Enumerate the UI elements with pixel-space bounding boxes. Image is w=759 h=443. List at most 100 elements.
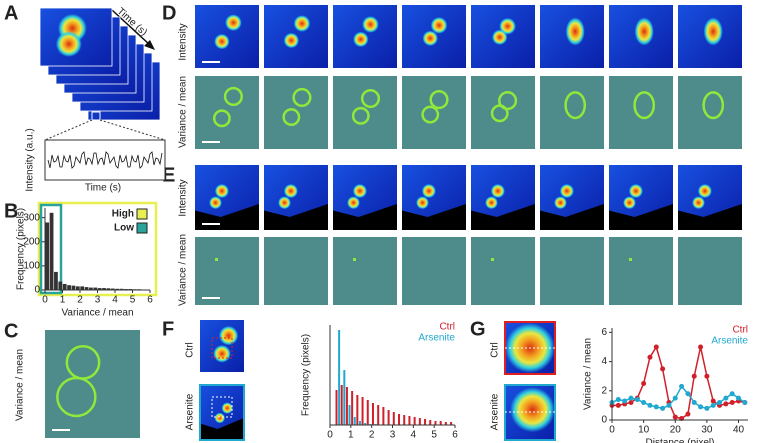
bar xyxy=(377,405,380,425)
x-tick-label: 0 xyxy=(327,430,333,441)
d-row2: Variance / mean xyxy=(178,76,189,148)
image-dark xyxy=(609,204,673,230)
bar xyxy=(58,281,63,290)
legend-label: High xyxy=(112,209,134,220)
bar xyxy=(439,421,442,425)
bar xyxy=(119,288,124,290)
bar xyxy=(75,286,80,290)
bar xyxy=(351,391,354,425)
bar xyxy=(450,422,453,425)
legend-label: Ctrl xyxy=(732,325,748,336)
point xyxy=(672,395,678,401)
blob xyxy=(697,183,712,199)
ring xyxy=(498,91,518,111)
bar xyxy=(356,395,359,425)
bar xyxy=(335,390,338,425)
point xyxy=(691,399,697,405)
point xyxy=(723,401,729,407)
g-image2: Arsenite xyxy=(490,393,501,430)
y-tick-label: 0 xyxy=(34,285,40,296)
bar xyxy=(71,285,76,290)
variance-bg xyxy=(402,76,466,149)
x-tick-label: 10 xyxy=(638,425,650,436)
bar xyxy=(403,415,406,425)
blob xyxy=(634,17,654,46)
ring xyxy=(223,86,243,107)
blob xyxy=(422,30,438,46)
blob xyxy=(362,16,379,33)
low-frame xyxy=(39,203,63,295)
blob xyxy=(628,183,643,199)
bar xyxy=(444,422,447,425)
bar xyxy=(371,403,374,425)
blob xyxy=(214,183,229,199)
point xyxy=(641,399,647,405)
y-tick-label: 300 xyxy=(23,212,40,223)
point xyxy=(704,405,710,411)
bar xyxy=(340,385,343,425)
variance-bg xyxy=(678,237,742,305)
ring xyxy=(564,91,587,120)
blob xyxy=(218,325,239,346)
panel-label: D xyxy=(162,2,176,24)
bar xyxy=(93,287,98,290)
bar xyxy=(364,423,367,425)
blob xyxy=(490,183,505,199)
time-arrow xyxy=(111,9,151,46)
bar xyxy=(429,420,432,425)
point xyxy=(660,405,666,411)
bar xyxy=(345,387,348,425)
point xyxy=(717,399,723,405)
f-image2: Arsenite xyxy=(185,393,196,430)
x-tick-label: 2 xyxy=(77,295,83,306)
x-tick-label: 3 xyxy=(95,295,101,306)
y-axis-label: Variance / mean xyxy=(583,338,594,410)
point xyxy=(736,395,742,401)
x-tick-label: 1 xyxy=(348,430,354,441)
blob xyxy=(55,31,82,57)
point xyxy=(691,373,697,379)
variance-bg xyxy=(195,237,259,305)
blob xyxy=(430,17,448,34)
y-tick-label: 2 xyxy=(601,385,607,396)
blob xyxy=(623,196,636,210)
trace-ylabel: Intensity (a.u.) xyxy=(25,128,36,191)
bar xyxy=(49,212,54,290)
legend-label: Arsenite xyxy=(418,333,455,344)
bar xyxy=(106,288,111,290)
point xyxy=(679,383,685,389)
speck xyxy=(491,258,494,261)
zoom-line xyxy=(44,119,93,141)
blob xyxy=(559,183,574,199)
y-axis-label: Frequency (pixels) xyxy=(301,334,312,416)
point xyxy=(698,344,704,350)
x-tick-label: 30 xyxy=(701,425,713,436)
blob xyxy=(692,196,705,210)
x-tick-label: 5 xyxy=(130,295,136,306)
c-ylabel: Variance / mean xyxy=(15,349,26,421)
ring xyxy=(360,88,381,109)
blob xyxy=(485,196,498,210)
panel-label: F xyxy=(162,318,174,340)
ring xyxy=(56,376,97,418)
panel-label: A xyxy=(4,2,18,24)
bar xyxy=(408,416,411,425)
roi xyxy=(211,396,233,418)
x-tick-label: 4 xyxy=(112,295,118,306)
ring xyxy=(421,105,440,124)
x-tick-label: 2 xyxy=(369,430,375,441)
variance-bg xyxy=(540,76,604,149)
blob xyxy=(703,17,723,46)
y-tick-label: 200 xyxy=(23,236,40,247)
blob xyxy=(347,196,360,210)
variance-bg xyxy=(471,76,535,149)
blob xyxy=(293,15,311,32)
bar xyxy=(358,421,361,425)
blob xyxy=(213,345,231,363)
bar xyxy=(366,400,369,425)
bar xyxy=(343,370,346,425)
blob xyxy=(416,196,429,210)
image-dark xyxy=(540,204,604,230)
bar xyxy=(67,285,71,290)
image-dark xyxy=(471,204,535,230)
